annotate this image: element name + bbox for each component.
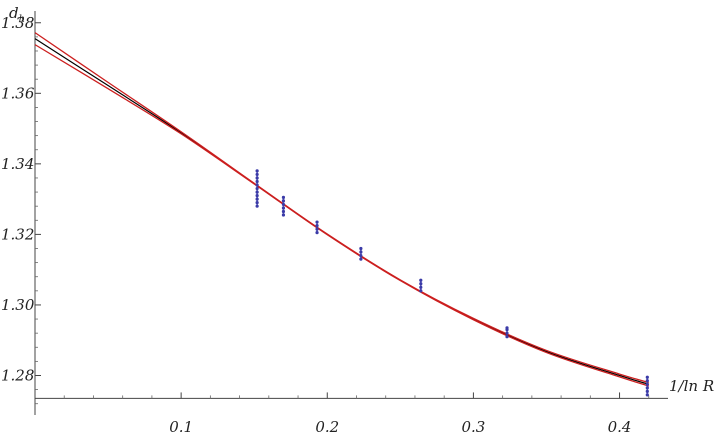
data-point (315, 223, 319, 228)
y-ticks (35, 22, 41, 405)
data-point (315, 231, 319, 235)
data-point (281, 195, 286, 199)
y-tick-label: 1.38 (1, 14, 34, 32)
x-axis-label: 1/ln R (669, 377, 714, 395)
data-point (505, 331, 509, 335)
data-point (255, 179, 259, 184)
y-tick-label: 1.28 (1, 366, 34, 384)
error-band-upper-curve (34, 32, 649, 384)
x-tick-label: 0.1 (169, 418, 193, 433)
curves (34, 32, 649, 387)
data-point (645, 379, 649, 383)
data-point (645, 386, 649, 390)
data-point (255, 190, 259, 194)
data-point (645, 393, 649, 397)
fit-curve (34, 38, 649, 385)
data-point (359, 253, 363, 258)
y-tick-label: 1.34 (1, 155, 34, 173)
data-point (505, 326, 509, 330)
axes: 0.1 0.2 0.3 0.4 1.28 1.30 1.32 1.34 1.36 1.38 (1, 11, 668, 433)
data-point (645, 382, 649, 386)
data-point (281, 209, 286, 214)
data-point (281, 199, 286, 203)
data-point (419, 285, 423, 289)
y-tick-label: 1.36 (1, 84, 35, 102)
data-point (359, 246, 363, 251)
data-point (419, 278, 423, 282)
data-point (359, 257, 363, 261)
x-ticks (63, 392, 650, 399)
x-tick-label: 0.2 (315, 418, 339, 433)
error-band-lower-curve (34, 44, 649, 387)
y-axis-label-subscript: h (19, 14, 25, 25)
y-axis-label: dh (9, 4, 25, 25)
data-point (359, 250, 363, 254)
x-tick-labels: 0.1 0.2 0.3 0.4 (169, 418, 631, 433)
data-point (281, 206, 286, 210)
data-point (281, 213, 286, 217)
data-point (255, 204, 259, 208)
x-tick-label: 0.4 (608, 418, 632, 433)
data-point (255, 201, 259, 205)
data-point (645, 389, 649, 393)
data-point (255, 169, 259, 173)
data-point (281, 202, 286, 207)
data-point (505, 335, 509, 339)
data-points (255, 169, 649, 397)
data-point (255, 197, 259, 201)
data-point (255, 194, 259, 198)
data-point (315, 220, 319, 224)
x-tick-label: 0.3 (461, 418, 485, 433)
data-point (255, 172, 259, 177)
y-tick-label: 1.30 (1, 296, 35, 314)
data-point (255, 176, 259, 180)
data-point (315, 227, 319, 231)
y-tick-label: 1.32 (1, 225, 34, 243)
data-point (419, 282, 423, 286)
y-tick-labels: 1.28 1.30 1.32 1.34 1.36 1.38 (1, 14, 35, 385)
data-point (645, 375, 649, 379)
data-point (419, 289, 423, 293)
data-point (255, 183, 259, 187)
y-axis-label-main: d (9, 4, 19, 22)
data-point (255, 186, 259, 191)
